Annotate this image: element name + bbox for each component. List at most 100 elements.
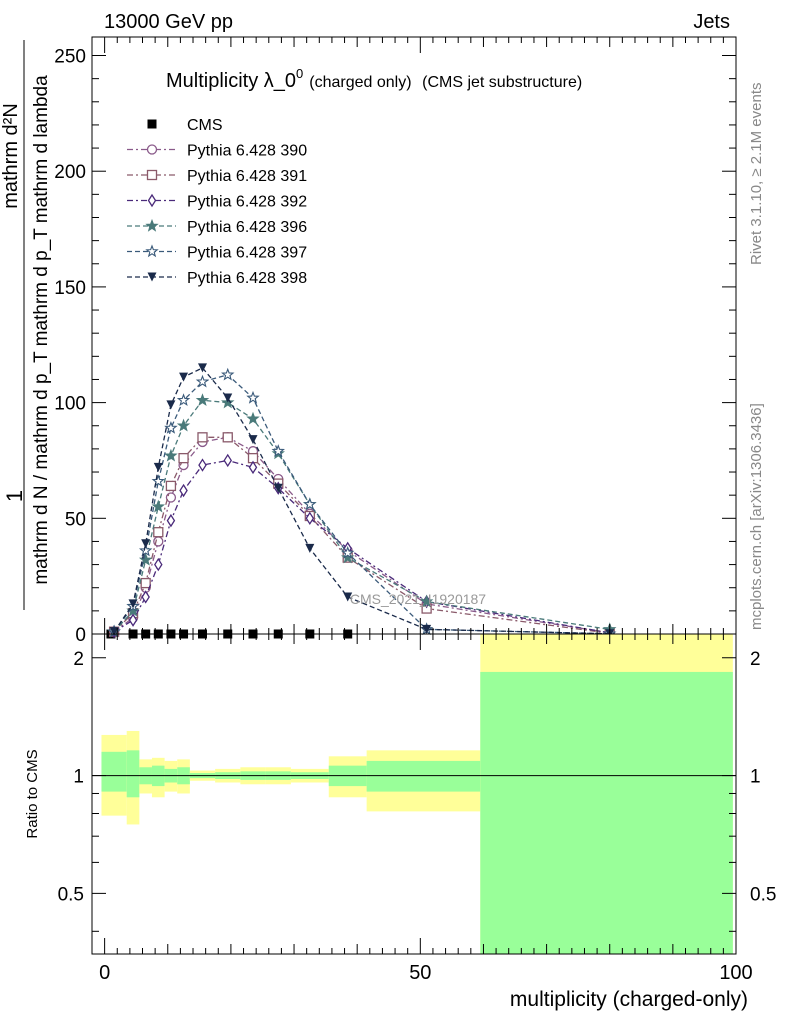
- chart-title-superscript: 0: [296, 66, 303, 81]
- legend-entry: Pythia 6.428 397: [127, 244, 307, 262]
- watermark: CMS_2021_I1920187: [350, 591, 486, 607]
- ratio-x-axis: 0 50 100: [99, 634, 753, 984]
- data-point: [109, 627, 119, 637]
- legend-label: Pythia 6.428 396: [187, 219, 307, 236]
- data-point: [419, 594, 434, 608]
- ratio-band-inner: [480, 671, 733, 954]
- legend-marker: [147, 193, 157, 208]
- y-tick-label: 200: [54, 162, 86, 183]
- legend-entry: Pythia 6.428 392: [127, 194, 307, 211]
- header-energy: 13000 GeV pp: [104, 11, 233, 33]
- data-point: [222, 432, 233, 443]
- ratio-bands-group: [101, 634, 733, 954]
- ratio-band-inner: [126, 750, 140, 798]
- data-point: [165, 480, 177, 492]
- data-point: [273, 483, 283, 493]
- chart-title-main: Multiplicity λ_0: [166, 70, 296, 92]
- legend-marker: [146, 169, 158, 181]
- data-point: [179, 372, 189, 382]
- x-axis-label: multiplicity (charged-only): [510, 988, 748, 1011]
- legend-entry: Pythia 6.428 398: [127, 270, 307, 287]
- ratio-y-tick-label: 2: [73, 649, 84, 670]
- data-point: [138, 552, 153, 566]
- data-point: [305, 543, 315, 553]
- chart-title: Multiplicity λ_00 (charged only) (CMS jet…: [166, 66, 582, 92]
- data-point: [343, 592, 353, 602]
- data-point: [303, 497, 317, 511]
- series-5: [107, 367, 617, 640]
- data-point: [271, 444, 285, 457]
- y-tick-label: 50: [65, 509, 86, 530]
- main-series-group: [106, 363, 617, 640]
- y-tick-label: 150: [54, 278, 86, 299]
- ratio-y-tick-label-right: 2: [750, 649, 761, 670]
- mcplots-label: mcplots.cern.ch [arXiv:1306.3436]: [748, 403, 765, 630]
- data-point: [141, 539, 151, 549]
- legend-marker: [147, 272, 157, 282]
- legend-marker: [145, 244, 159, 258]
- data-point: [221, 367, 235, 381]
- data-point: [154, 557, 163, 572]
- data-point: [223, 453, 233, 468]
- main-x-ticks: [104, 37, 737, 634]
- data-point: [422, 624, 432, 634]
- series-line-1: [113, 436, 610, 634]
- data-point: [128, 599, 138, 609]
- data-point: [164, 448, 178, 462]
- data-point: [166, 400, 176, 410]
- ratio-band-inner: [101, 751, 127, 792]
- legend-label: Pythia 6.428 398: [187, 270, 307, 287]
- ratio-y-tick-label: 0.5: [58, 884, 84, 905]
- y-tick-label: 0: [75, 625, 86, 646]
- ratio-y-tick-label: 1: [73, 767, 84, 788]
- series-line-5: [113, 374, 610, 635]
- data-point: [340, 545, 355, 559]
- data-point: [197, 432, 208, 443]
- data-point: [340, 550, 355, 564]
- data-point: [128, 613, 138, 627]
- data-point: [305, 511, 315, 526]
- data-point: [153, 462, 163, 472]
- series-line-3: [113, 459, 610, 634]
- series-6: [109, 363, 615, 639]
- data-point: [141, 590, 150, 604]
- legend-label: Pythia 6.428 390: [187, 143, 307, 160]
- chart-title-suffix-2: (CMS jet substructure): [422, 74, 582, 91]
- legend: CMS Pythia 6.428 390 Pythia 6.428 391 Pythi…: [127, 117, 307, 287]
- ratio-y-axis-label: Ratio to CMS: [24, 749, 41, 838]
- ratio-y-tick-label-right: 1: [750, 767, 761, 788]
- data-point: [195, 393, 210, 407]
- rivet-version-label: Rivet 3.1.10, ≥ 2.1M events: [748, 83, 765, 266]
- data-point: [195, 374, 210, 388]
- ratio-y-tick-label-right: 0.5: [750, 884, 776, 905]
- x-tick-label: 100: [719, 962, 752, 984]
- ratio-band-inner: [366, 760, 481, 792]
- legend-marker: [145, 218, 159, 232]
- legend-entry: CMS: [147, 117, 223, 134]
- series-line-6: [113, 367, 610, 635]
- legend-label: Pythia 6.428 397: [187, 245, 307, 262]
- y-label-denominator: mathrm d N / mathrm d p_T mathrm d p_T m…: [31, 75, 52, 585]
- y-label-numerator: mathrm d²N: [0, 103, 22, 209]
- ratio-plot: 0.5 0.5 1 1 2 2 0 50 100 Ratio to CMS multiplic…: [24, 633, 776, 1011]
- data-point: [246, 411, 260, 425]
- main-y-axis-label: 1 mathrm d²N mathrm d N / mathrm d p_T m…: [0, 40, 52, 610]
- legend-entry: Pythia 6.428 391: [127, 168, 307, 185]
- data-point: [164, 420, 178, 434]
- data-point: [246, 390, 260, 404]
- data-point: [248, 460, 258, 475]
- y-tick-label: 100: [54, 394, 86, 415]
- x-tick-label: 50: [409, 962, 431, 984]
- main-y-axis: 0 50 100 150 200 250: [54, 47, 736, 646]
- y-label-top: 1: [2, 490, 27, 502]
- data-point: [223, 393, 233, 403]
- data-point: [178, 452, 189, 464]
- data-point: [176, 393, 191, 407]
- data-point: [248, 435, 258, 445]
- legend-label: CMS: [187, 117, 223, 134]
- data-point: [151, 474, 166, 488]
- data-point: [179, 483, 188, 498]
- legend-entry: Pythia 6.428 390: [127, 143, 307, 160]
